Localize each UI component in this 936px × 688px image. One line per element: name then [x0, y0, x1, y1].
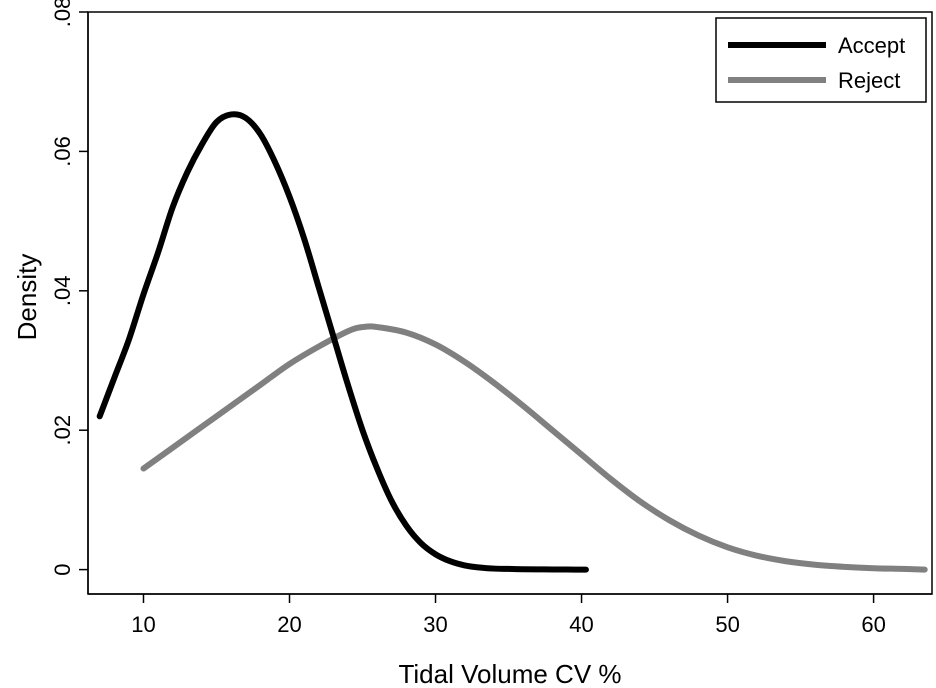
x-axis-ticks: 10 20 30 40 50 60 — [131, 594, 886, 637]
y-axis-title: Density — [12, 254, 42, 341]
x-tick-label: 10 — [131, 612, 155, 637]
x-tick-label: 20 — [277, 612, 301, 637]
x-tick-label: 30 — [423, 612, 447, 637]
series-line-accept — [96, 111, 589, 573]
x-axis-title: Tidal Volume CV % — [398, 659, 621, 688]
legend-label-reject: Reject — [838, 68, 900, 93]
series-layer — [96, 111, 928, 573]
y-tick-label: .02 — [50, 415, 75, 446]
legend-box — [715, 17, 927, 103]
y-axis-ticks: 0 .02 .04 .06 .08 — [50, 0, 88, 576]
x-tick-label: 40 — [569, 612, 593, 637]
legend: Accept Reject — [715, 17, 927, 103]
y-tick-label: .04 — [50, 276, 75, 307]
legend-label-accept: Accept — [838, 33, 905, 58]
y-tick-label: .06 — [50, 136, 75, 167]
x-tick-label: 50 — [715, 612, 739, 637]
series-line-reject — [140, 323, 928, 573]
y-tick-label: .08 — [50, 0, 75, 27]
y-tick-label: 0 — [50, 563, 75, 575]
x-tick-label: 60 — [861, 612, 885, 637]
